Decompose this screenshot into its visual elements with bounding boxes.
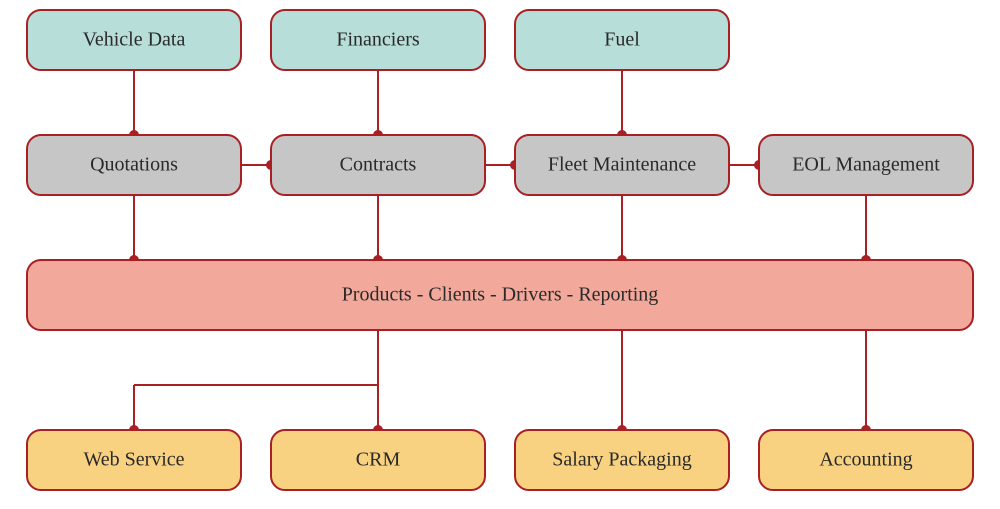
node-label: Contracts xyxy=(340,154,417,176)
node-label: Vehicle Data xyxy=(83,29,186,51)
node-contracts: Contracts xyxy=(271,135,485,195)
node-label: Accounting xyxy=(819,449,912,471)
node-fleet-maintenance: Fleet Maintenance xyxy=(515,135,729,195)
edges-layer xyxy=(129,70,871,435)
node-salary-packaging: Salary Packaging xyxy=(515,430,729,490)
node-vehicle-data: Vehicle Data xyxy=(27,10,241,70)
node-financiers: Financiers xyxy=(271,10,485,70)
node-label: Quotations xyxy=(90,154,178,176)
node-label: Salary Packaging xyxy=(552,449,691,471)
node-eol-management: EOL Management xyxy=(759,135,973,195)
node-fuel: Fuel xyxy=(515,10,729,70)
diagram-canvas: Vehicle Data Financiers Fuel Quotations Cont… xyxy=(0,0,1000,509)
node-web-service: Web Service xyxy=(27,430,241,490)
node-label: Fleet Maintenance xyxy=(548,154,696,176)
node-label: EOL Management xyxy=(792,154,940,176)
node-label: Fuel xyxy=(604,29,640,51)
node-label: Web Service xyxy=(83,449,184,471)
node-quotations: Quotations xyxy=(27,135,241,195)
node-central: Products - Clients - Drivers - Reporting xyxy=(27,260,973,330)
node-label: Products - Clients - Drivers - Reporting xyxy=(342,284,659,306)
node-label: Financiers xyxy=(336,29,420,51)
node-crm: CRM xyxy=(271,430,485,490)
node-accounting: Accounting xyxy=(759,430,973,490)
node-label: CRM xyxy=(356,449,401,471)
nodes-layer: Vehicle Data Financiers Fuel Quotations Cont… xyxy=(27,10,973,490)
